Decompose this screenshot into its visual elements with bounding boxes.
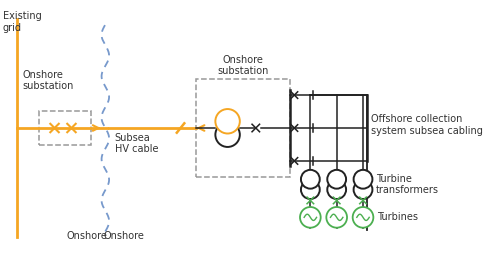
Text: Turbine
transformers: Turbine transformers <box>376 174 439 195</box>
Circle shape <box>216 109 240 133</box>
Circle shape <box>354 170 372 189</box>
Circle shape <box>328 170 346 189</box>
Text: Onshore
substation: Onshore substation <box>22 70 74 91</box>
Circle shape <box>216 123 240 147</box>
Text: Turbines: Turbines <box>377 212 418 222</box>
Text: Onshore: Onshore <box>66 231 107 241</box>
Bar <box>40 111 91 145</box>
Bar <box>196 79 290 177</box>
Circle shape <box>326 207 347 228</box>
Circle shape <box>301 170 320 189</box>
Text: Subsea
HV cable: Subsea HV cable <box>114 133 158 154</box>
Circle shape <box>300 207 320 228</box>
Text: Existing
grid: Existing grid <box>3 11 42 33</box>
Text: Offshore collection
system subsea cabling: Offshore collection system subsea cablin… <box>372 114 484 136</box>
Circle shape <box>354 180 372 199</box>
Circle shape <box>301 180 320 199</box>
Text: Onshore
substation: Onshore substation <box>217 55 268 76</box>
Circle shape <box>328 180 346 199</box>
Circle shape <box>352 207 374 228</box>
Text: Onshore: Onshore <box>104 231 144 241</box>
